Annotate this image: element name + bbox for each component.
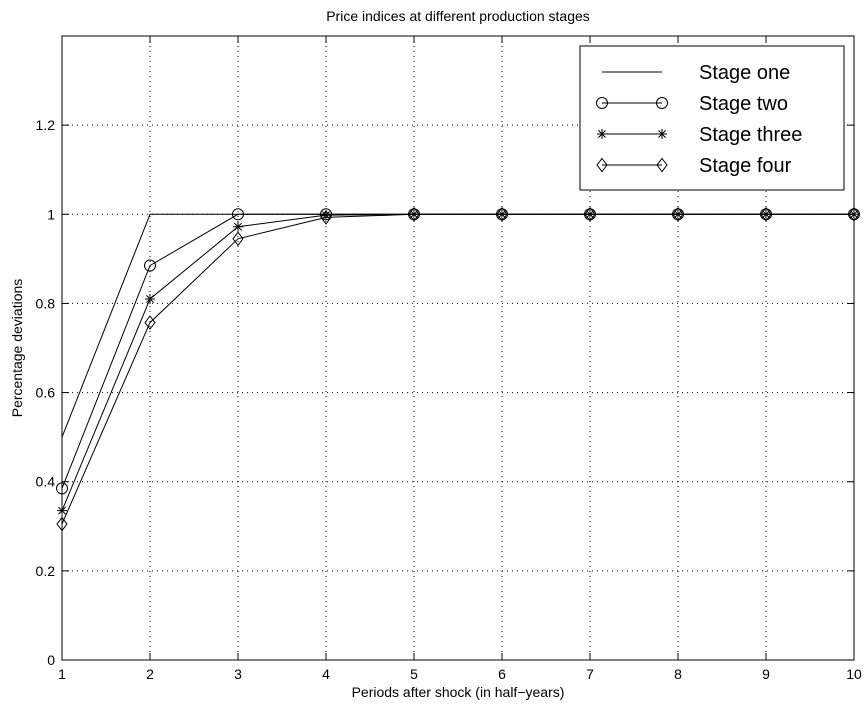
series-stage-four	[56, 206, 860, 532]
data-point	[56, 516, 68, 532]
legend-entry: Stage one	[602, 62, 790, 84]
plot-frame	[61, 35, 855, 661]
legend-label: Stage four	[699, 155, 792, 177]
legend-marker	[597, 129, 607, 139]
y-tick-label: 0.2	[36, 563, 56, 579]
chart-title: Price indices at different production st…	[326, 8, 590, 24]
legend-entry: Stage four	[596, 155, 792, 177]
data-point	[232, 231, 244, 247]
x-axis-label: Periods after shock (in half−years)	[352, 684, 565, 700]
x-tick-label: 10	[846, 666, 862, 682]
data-point	[672, 206, 684, 222]
y-tick-label: 1	[47, 206, 55, 222]
data-point	[233, 221, 243, 232]
y-axis-label: Percentage deviations	[9, 279, 25, 418]
legend-marker	[656, 97, 668, 109]
x-tick-label: 3	[234, 666, 242, 682]
x-tick-label: 5	[410, 666, 418, 682]
y-tick-label: 0.4	[36, 474, 56, 490]
data-point	[584, 206, 596, 222]
x-tick-label: 4	[322, 666, 330, 682]
legend-label: Stage two	[699, 93, 788, 115]
y-tick-label: 0.6	[36, 385, 56, 401]
x-tick-label: 9	[762, 666, 770, 682]
x-tick-label: 8	[674, 666, 682, 682]
data-point	[760, 206, 772, 222]
legend-label: Stage one	[699, 62, 790, 84]
data-point	[56, 482, 68, 495]
data-point	[321, 210, 331, 221]
y-tick-label: 1.2	[36, 117, 56, 133]
data-point	[232, 208, 244, 221]
data-point	[144, 315, 156, 330]
x-tick-label: 6	[498, 666, 506, 682]
legend-box	[579, 45, 845, 191]
series-line	[61, 213, 854, 525]
x-tick-label: 7	[586, 666, 594, 682]
x-tick-label: 1	[58, 666, 66, 682]
legend-entry: Stage two	[596, 93, 788, 115]
legend-marker	[657, 129, 667, 139]
legend-label: Stage three	[699, 124, 802, 146]
legend: Stage one Stage two Stage three Stage four	[579, 45, 845, 191]
legend-marker	[656, 157, 668, 173]
data-point	[408, 206, 420, 222]
x-tick-label: 2	[146, 666, 154, 682]
data-point	[57, 505, 67, 516]
legend-marker	[596, 157, 608, 173]
legend-marker	[596, 97, 608, 109]
data-point	[496, 206, 508, 222]
data-point	[144, 259, 156, 272]
data-point	[320, 210, 332, 225]
data-point	[145, 293, 155, 304]
legend-entry: Stage three	[597, 124, 802, 146]
y-tick-label: 0	[47, 652, 55, 668]
data-point	[848, 206, 860, 222]
y-tick-label: 0.8	[36, 295, 56, 311]
